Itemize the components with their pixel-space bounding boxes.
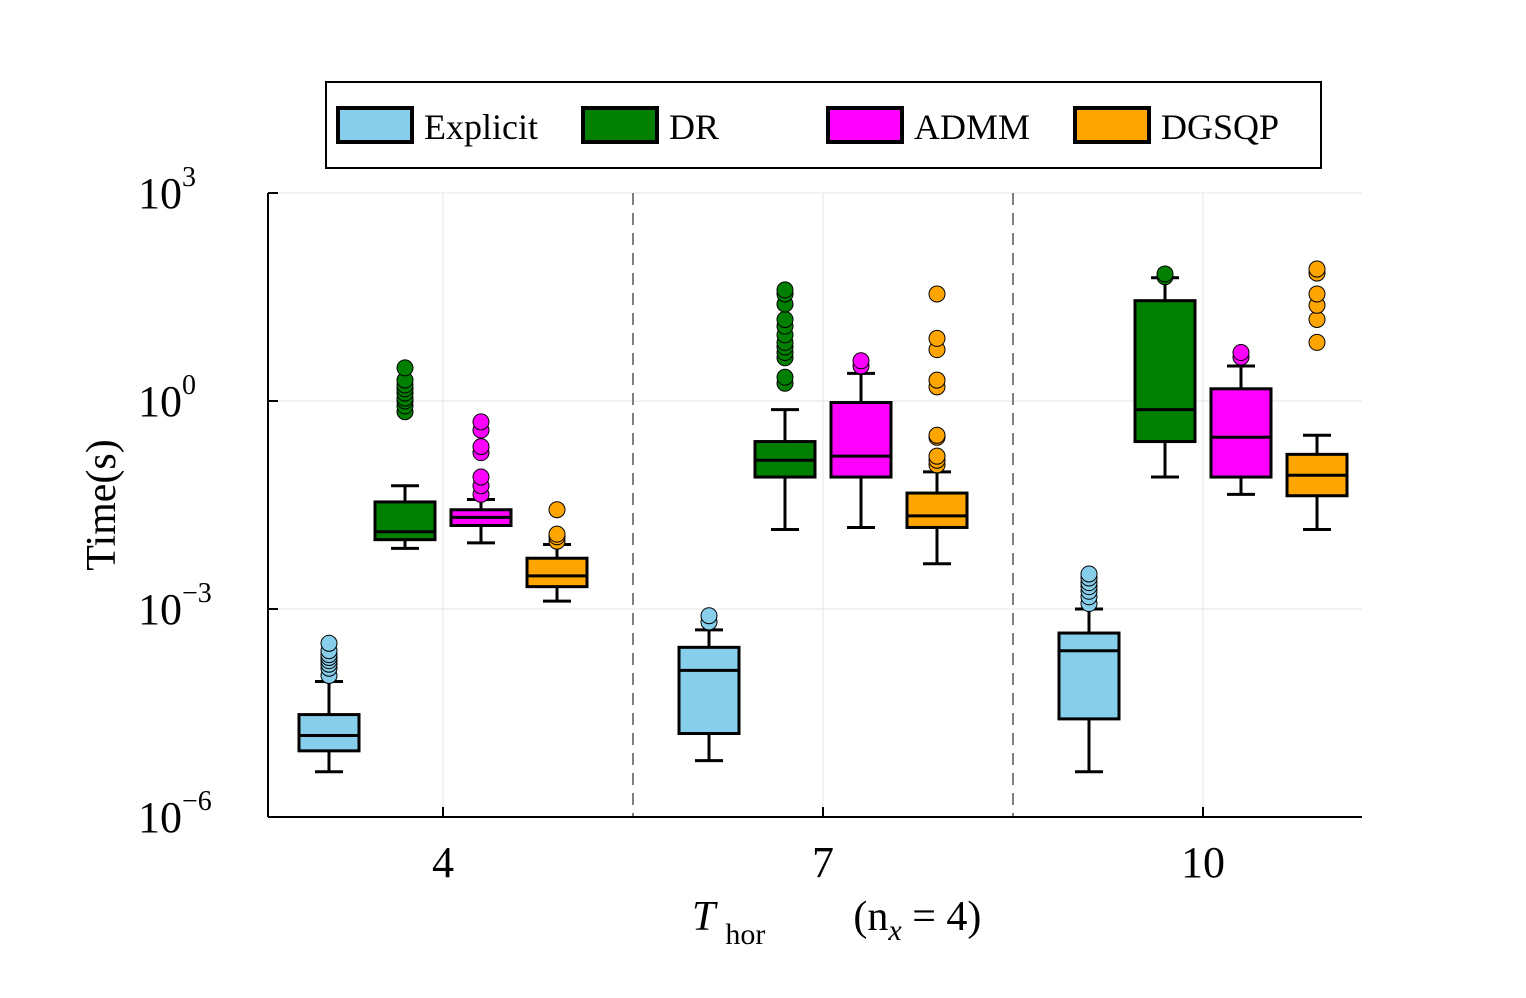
x-tick-label: 7 (812, 838, 834, 887)
box-dr-4 (373, 359, 437, 550)
y-tick-base: 10 (138, 377, 182, 426)
y-tick-exponent: −6 (182, 786, 212, 817)
outlier-point (700, 607, 718, 625)
x-tick-label: 10 (1181, 838, 1225, 887)
legend-swatch-dgsqp (1073, 106, 1151, 144)
y-tick-base: 10 (138, 585, 182, 634)
legend-swatch-admm (826, 106, 904, 144)
y-tick-label: 103 (138, 162, 196, 218)
box-dr-10 (1133, 265, 1197, 479)
boxes (297, 260, 1349, 774)
x-axis-title-main: T (692, 894, 718, 940)
y-tick-base: 10 (138, 793, 182, 842)
x-ticks: 4 7 10 (432, 807, 1225, 887)
box-explicit-7 (677, 607, 741, 763)
outlier-point (548, 501, 566, 519)
legend-label-dgsqp: DGSQP (1161, 107, 1279, 147)
x-axis-title-note-close: = 4) (902, 894, 982, 940)
legend-frame (325, 81, 1322, 169)
x-axis-title-note-open: (n (853, 894, 888, 940)
legend: Explicit DR ADMM DGSQP (325, 81, 1322, 169)
outlier-point (1308, 333, 1326, 351)
box-iqr (1209, 387, 1273, 479)
legend-label-admm: ADMM (914, 107, 1030, 147)
box-iqr (373, 500, 437, 542)
outlier-point (1308, 285, 1326, 303)
outlier-point (320, 634, 338, 652)
outlier-point (928, 329, 946, 347)
legend-swatch-explicit (336, 106, 414, 144)
box-explicit-10 (1057, 565, 1121, 774)
y-tick-exponent: 0 (182, 370, 196, 401)
outlier-point (928, 285, 946, 303)
x-tick-label: 4 (432, 838, 454, 887)
outlier-point (928, 447, 946, 465)
box-iqr (525, 556, 589, 589)
axes (267, 193, 1362, 818)
outlier-point (1308, 310, 1326, 328)
box-iqr (829, 401, 893, 479)
y-tick-label: 100 (138, 370, 196, 426)
outlier-point (776, 368, 794, 386)
y-tick-label: 10−6 (138, 786, 212, 842)
x-axis-title-note-sub: x (887, 914, 902, 947)
outlier-point (472, 438, 490, 456)
box-dr-7 (753, 281, 817, 532)
box-admm-4 (449, 413, 513, 545)
outlier-point (1232, 344, 1250, 362)
outlier-point (928, 371, 946, 389)
box-iqr (905, 491, 969, 529)
outlier-point (472, 468, 490, 486)
box-dgsqp-7 (905, 285, 969, 566)
y-tick-base: 10 (138, 169, 182, 218)
box-iqr (677, 645, 741, 736)
y-tick-label: 10−3 (138, 578, 212, 634)
box-iqr (1133, 299, 1197, 444)
box-dgsqp-4 (525, 501, 589, 603)
y-tick-exponent: −3 (182, 578, 212, 609)
outlier-point (472, 413, 490, 431)
box-admm-7 (829, 352, 893, 529)
outlier-point (1308, 260, 1326, 278)
outlier-point (1156, 265, 1174, 283)
outlier-point (776, 281, 794, 299)
box-explicit-4 (297, 634, 361, 774)
y-tick-exponent: 3 (182, 162, 196, 193)
box-iqr (297, 713, 361, 753)
box-admm-10 (1209, 344, 1273, 496)
outlier-point (928, 426, 946, 444)
outlier-point (1080, 565, 1098, 583)
outlier-point (548, 525, 566, 543)
legend-label-explicit: Explicit (424, 107, 538, 147)
x-axis-title-subscript: hor (725, 918, 765, 951)
y-axis-title: Time(s) (79, 439, 125, 570)
outlier-point (396, 359, 414, 377)
legend-label-dr: DR (669, 107, 719, 147)
category-separators (632, 193, 1014, 817)
legend-swatch-dr (581, 106, 659, 144)
box-dgsqp-10 (1285, 260, 1349, 532)
outlier-point (776, 310, 794, 328)
box-iqr (1057, 631, 1121, 721)
outlier-point (852, 352, 870, 370)
